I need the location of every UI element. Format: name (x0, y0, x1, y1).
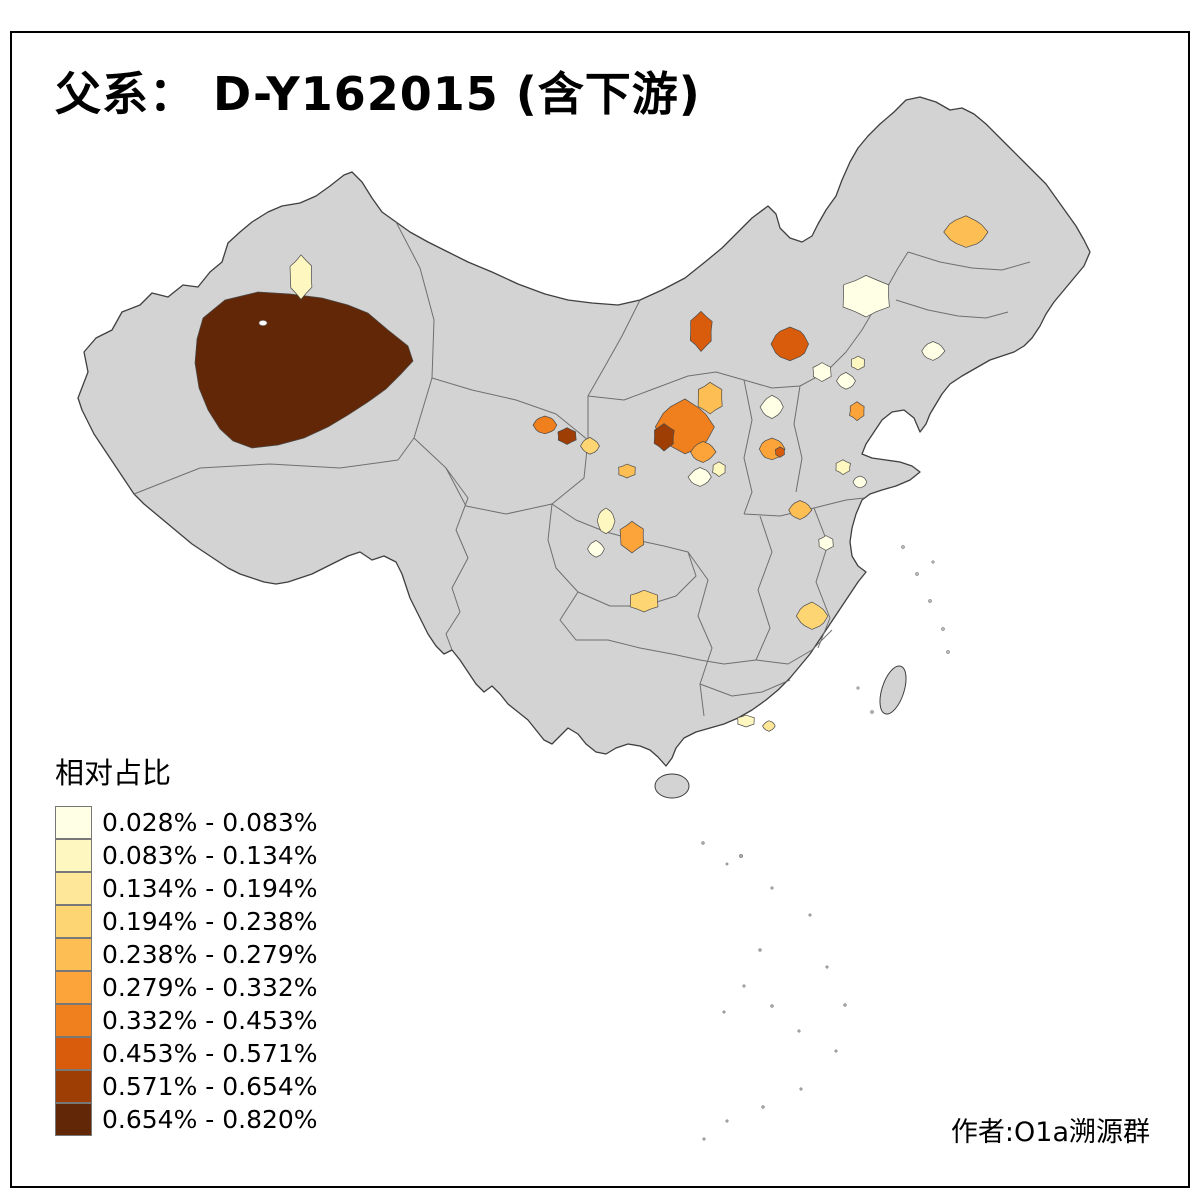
legend-swatch (55, 1102, 92, 1136)
legend-item: 0.279% - 0.332% (55, 970, 318, 1004)
region-beijing-pale-1 (812, 362, 832, 382)
legend-swatch (55, 904, 92, 938)
china-mainland (77, 96, 1091, 767)
region-jiangsu-pale-1 (835, 459, 851, 476)
region-shaanbei-light (697, 381, 723, 415)
legend-swatch (55, 937, 92, 971)
region-hebei-south-dark (775, 446, 785, 458)
hotan-enclave (258, 320, 268, 326)
author-credit: 作者:O1a溯源群 (950, 1117, 1150, 1148)
legend-item: 0.453% - 0.571% (55, 1036, 318, 1070)
region-guangdong-pale (737, 714, 755, 728)
legend-item: 0.654% - 0.820% (55, 1102, 318, 1136)
legend-label: 0.134% - 0.194% (102, 874, 318, 903)
region-jilin-pale (842, 275, 890, 318)
region-sichuan-pale (596, 507, 616, 535)
legend-label: 0.453% - 0.571% (102, 1039, 318, 1068)
region-tianjin-orange (849, 401, 865, 422)
region-ningxia-dark (653, 423, 675, 452)
legend-item: 0.332% - 0.453% (55, 1003, 318, 1037)
region-sichuan-orange (619, 520, 645, 554)
hainan-island (654, 773, 690, 799)
legend-item: 0.083% - 0.134% (55, 838, 318, 872)
legend-label: 0.028% - 0.083% (102, 808, 318, 837)
legend-item: 0.134% - 0.194% (55, 871, 318, 905)
legend-item: 0.571% - 0.654% (55, 1069, 318, 1103)
legend-label: 0.571% - 0.654% (102, 1072, 318, 1101)
region-shaanxi-pale-1 (687, 467, 712, 487)
region-beijing-pale-3 (851, 355, 865, 371)
legend: 相对占比 0.028% - 0.083% 0.083% - 0.134% 0.134… (55, 750, 318, 1136)
legend-label: 0.083% - 0.134% (102, 841, 318, 870)
coastal-islets (856, 545, 950, 714)
legend-label: 0.194% - 0.238% (102, 907, 318, 936)
legend-swatch (55, 1003, 92, 1037)
legend-label: 0.238% - 0.279% (102, 940, 318, 969)
choropleth-regions (194, 215, 989, 732)
region-liaoning-pale (921, 341, 946, 361)
legend-label: 0.332% - 0.453% (102, 1006, 318, 1035)
region-sichuan-cream (587, 539, 605, 558)
legend-swatch (55, 970, 92, 1004)
legend-swatch (55, 1069, 92, 1103)
region-north-xinjiang-pale (289, 254, 313, 300)
region-gansu-orange (532, 415, 558, 435)
legend-swatch (55, 1036, 92, 1070)
region-gansu-dark (557, 427, 577, 445)
region-beijing-pale-2 (836, 371, 856, 390)
taiwan-island (879, 665, 907, 715)
region-hebei-pale (759, 394, 784, 420)
legend-item: 0.028% - 0.083% (55, 805, 318, 839)
legend-item: 0.238% - 0.279% (55, 937, 318, 971)
region-hunan-light (795, 601, 829, 630)
legend-label: 0.279% - 0.332% (102, 973, 318, 1002)
legend-swatch (55, 805, 92, 839)
region-guangdong-orange (762, 720, 776, 732)
region-guizhou-light (629, 589, 659, 613)
region-henan-orange (788, 500, 813, 520)
legend-swatch (55, 838, 92, 872)
region-northeast-orange (943, 215, 989, 248)
legend-swatch (55, 871, 92, 905)
legend-rows: 0.028% - 0.083% 0.083% - 0.134% 0.134% - 0… (55, 805, 318, 1136)
region-gansu-light (580, 436, 600, 455)
region-gansu-small-orange (618, 463, 636, 479)
region-anhui-pale (818, 535, 834, 551)
region-inner-mongolia-hohhot-dark (770, 326, 809, 362)
legend-title: 相对占比 (55, 756, 172, 790)
region-shaanxi-pale-2 (712, 461, 726, 478)
map-title: 父系： D-Y162015 (含下游) (55, 67, 701, 121)
legend-item: 0.194% - 0.238% (55, 904, 318, 938)
legend-label: 0.654% - 0.820% (102, 1105, 318, 1134)
south-sea-islets (701, 841, 847, 1141)
region-jiangsu-pale-2 (852, 475, 868, 489)
region-shaanbei-orange-south (690, 441, 717, 463)
province-borders (133, 221, 1031, 717)
region-south-xinjiang (194, 291, 414, 449)
region-inner-mongolia-west-dark (689, 310, 713, 353)
